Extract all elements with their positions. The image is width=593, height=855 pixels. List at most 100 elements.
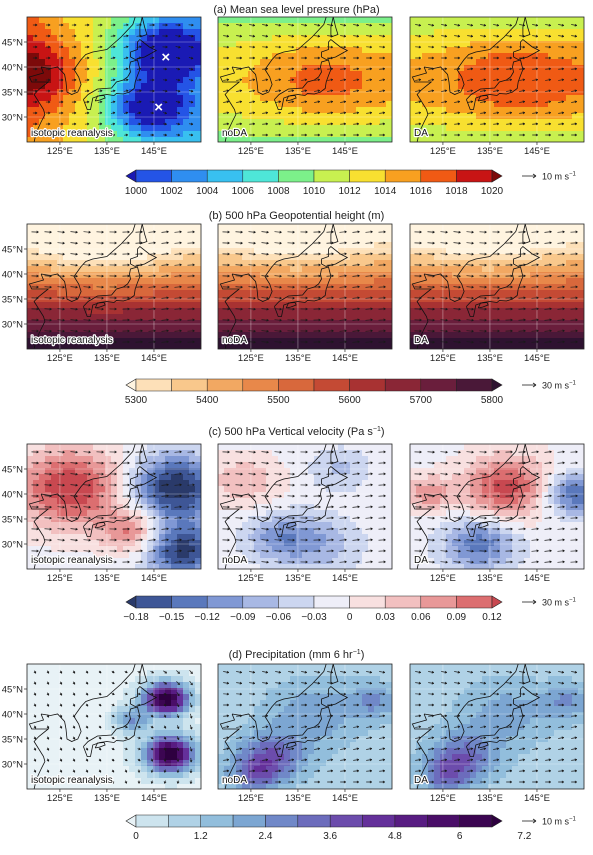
field-cell xyxy=(554,266,561,273)
field-cell xyxy=(566,53,573,60)
field-cell xyxy=(446,23,453,30)
field-cell xyxy=(446,113,453,120)
field-cell xyxy=(27,65,34,72)
field-cell xyxy=(57,290,64,297)
field-cell xyxy=(81,29,88,36)
colorbar-tick-label: 1016 xyxy=(410,186,433,197)
field-cell xyxy=(141,332,148,339)
x-tick-label: 125°E xyxy=(238,353,264,364)
field-cell xyxy=(446,119,453,126)
field-cell xyxy=(248,344,255,351)
field-cell xyxy=(171,125,178,132)
field-cell xyxy=(129,284,136,291)
field-cell xyxy=(33,326,40,333)
field-cell xyxy=(476,260,483,267)
field-cell xyxy=(296,131,303,138)
field-cell xyxy=(129,53,136,60)
field-cell xyxy=(542,278,549,285)
field-cell xyxy=(141,83,148,90)
field-cell xyxy=(284,326,291,333)
field-cell xyxy=(368,71,375,78)
field-cell xyxy=(39,89,46,96)
field-cell xyxy=(314,59,321,66)
field-cell xyxy=(482,266,489,273)
field-cell xyxy=(57,59,64,66)
field-cell xyxy=(147,302,154,309)
field-cell xyxy=(27,266,34,273)
colorbar-tick-label: 1020 xyxy=(481,186,504,197)
field-cell xyxy=(428,17,435,24)
field-cell xyxy=(374,17,381,24)
field-cell xyxy=(99,113,106,120)
field-cell xyxy=(99,119,106,126)
field-cell xyxy=(332,77,339,84)
field-cell xyxy=(380,254,387,261)
colorbar-segment xyxy=(172,170,208,182)
field-cell xyxy=(242,107,249,114)
field-cell xyxy=(183,89,190,96)
field-cell xyxy=(290,113,297,120)
colorbar-extend-low xyxy=(126,170,136,182)
field-cell xyxy=(434,224,441,231)
x-tick-label: 145°E xyxy=(141,146,167,157)
field-cell xyxy=(117,71,124,78)
field-cell xyxy=(350,89,357,96)
field-cell xyxy=(512,242,519,249)
field-cell xyxy=(446,266,453,273)
field-cell xyxy=(500,119,507,126)
field-cell xyxy=(39,254,46,261)
field-cell xyxy=(512,23,519,30)
field-cell xyxy=(165,266,172,273)
field-cell xyxy=(147,59,154,66)
field-cell xyxy=(39,95,46,102)
field-cell xyxy=(177,65,184,72)
field-cell xyxy=(464,272,471,279)
field-cell xyxy=(350,254,357,261)
field-cell xyxy=(266,137,273,144)
field-cell xyxy=(308,53,315,60)
field-cell xyxy=(458,113,465,120)
field-cell xyxy=(51,23,58,30)
field-cell xyxy=(69,254,76,261)
field-cell xyxy=(63,59,70,66)
field-cell xyxy=(518,29,525,36)
field-cell xyxy=(530,119,537,126)
field-cell xyxy=(380,59,387,66)
field-cell xyxy=(33,272,40,279)
field-cell xyxy=(440,125,447,132)
field-cell xyxy=(542,65,549,72)
field-cell xyxy=(350,236,357,243)
field-cell xyxy=(362,107,369,114)
field-cell xyxy=(129,230,136,237)
field-cell xyxy=(183,260,190,267)
field-cell xyxy=(189,326,196,333)
field-cell xyxy=(129,119,136,126)
field-cell xyxy=(380,71,387,78)
field-cell xyxy=(93,260,100,267)
field-cell xyxy=(236,71,243,78)
field-cell xyxy=(572,137,579,144)
field-cell xyxy=(242,59,249,66)
field-cell xyxy=(129,71,136,78)
field-cell xyxy=(278,113,285,120)
field-cell xyxy=(500,260,507,267)
field-cell xyxy=(458,29,465,36)
field-cell xyxy=(177,59,184,66)
field-cell xyxy=(39,29,46,36)
field-cell xyxy=(189,89,196,96)
field-cell xyxy=(81,320,88,327)
field-cell xyxy=(440,260,447,267)
field-cell xyxy=(548,260,555,267)
field-cell xyxy=(135,83,142,90)
field-cell xyxy=(171,29,178,36)
field-cell xyxy=(129,23,136,30)
field-cell xyxy=(129,113,136,120)
field-cell xyxy=(117,107,124,114)
field-cell xyxy=(159,314,166,321)
field-cell xyxy=(476,113,483,120)
field-cell xyxy=(350,314,357,321)
field-cell xyxy=(183,23,190,30)
field-cell xyxy=(440,95,447,102)
field-cell xyxy=(51,230,58,237)
field-cell xyxy=(45,224,52,231)
